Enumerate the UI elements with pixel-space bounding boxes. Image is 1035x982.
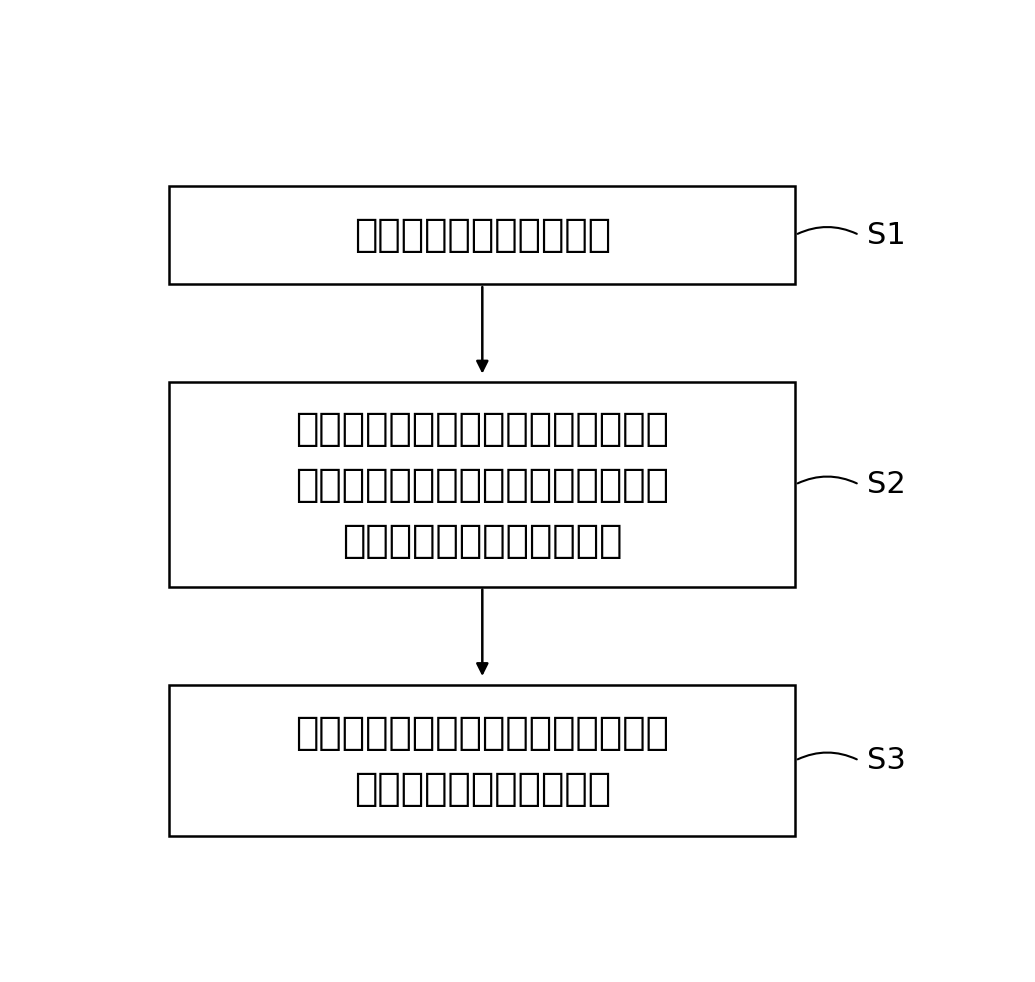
Bar (170, 685, 795, 837)
Text: 依据重新生成的站场平面图，依据预
设的规则集生成联锁数据: 依据重新生成的站场平面图，依据预 设的规则集生成联锁数据 (295, 714, 670, 807)
Text: S3: S3 (867, 746, 907, 775)
Text: S1: S1 (867, 221, 906, 249)
Bar (170, 186, 795, 284)
Bar (170, 383, 795, 586)
Text: 接收导入的站场平面图纸: 接收导入的站场平面图纸 (354, 216, 611, 254)
Text: 识别站场平面图纸中各站场设备及站
场线路，在设备库内调取对应预设信
息，并重新生成站场平面图: 识别站场平面图纸中各站场设备及站 场线路，在设备库内调取对应预设信 息，并重新生… (295, 409, 670, 560)
Text: S2: S2 (867, 470, 906, 499)
